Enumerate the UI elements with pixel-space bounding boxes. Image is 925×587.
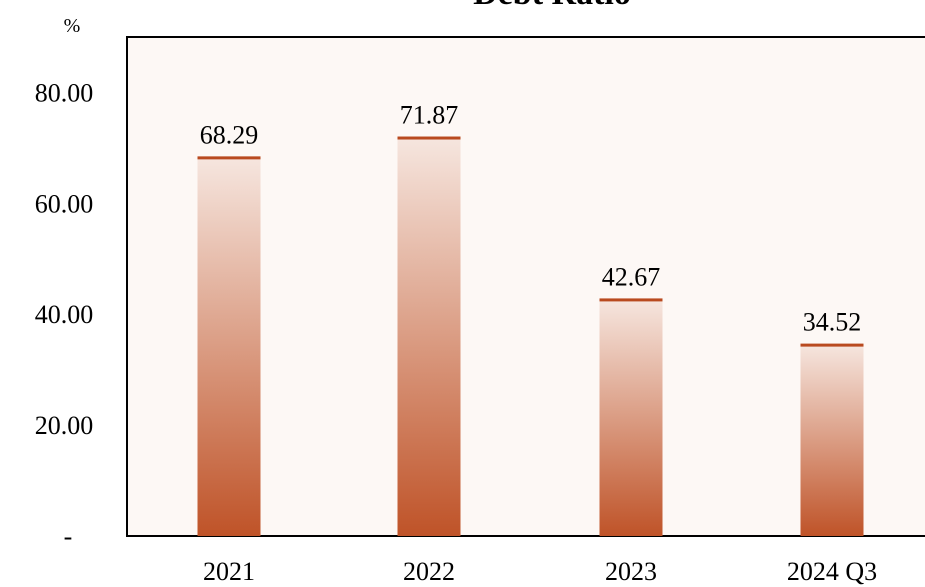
bar-top-cap (397, 136, 461, 140)
y-tick-label: 40.00 (35, 300, 94, 329)
bar (197, 157, 261, 537)
bar-top-cap (800, 343, 864, 347)
chart-title: Debt Ratio (473, 0, 631, 12)
x-axis-ticks: 2021 2022 2023 2024 Q3 (203, 557, 877, 586)
x-tick-label: 2023 (605, 557, 657, 586)
bar (599, 299, 663, 536)
bar-top-cap (599, 298, 663, 302)
y-tick-label: 80.00 (35, 78, 94, 107)
y-axis-unit-label: % (64, 15, 81, 37)
bars-group: 68.29 71.87 42.67 34.52 (197, 101, 864, 537)
x-tick-label: 2021 (203, 557, 255, 586)
x-tick-label: 2022 (403, 557, 455, 586)
data-label: 68.29 (200, 120, 259, 149)
bar-top-cap (197, 156, 261, 160)
x-tick-label: 2024 Q3 (787, 557, 877, 586)
y-tick-label: 60.00 (35, 189, 94, 218)
y-tick-label: 20.00 (35, 411, 94, 440)
data-label: 42.67 (602, 262, 661, 291)
y-axis-ticks: - 20.00 40.00 60.00 80.00 (35, 78, 94, 551)
y-tick-label: - (64, 522, 73, 551)
bar (800, 344, 864, 536)
data-label: 71.87 (400, 101, 459, 130)
data-label: 34.52 (803, 308, 862, 337)
bar (397, 137, 461, 536)
